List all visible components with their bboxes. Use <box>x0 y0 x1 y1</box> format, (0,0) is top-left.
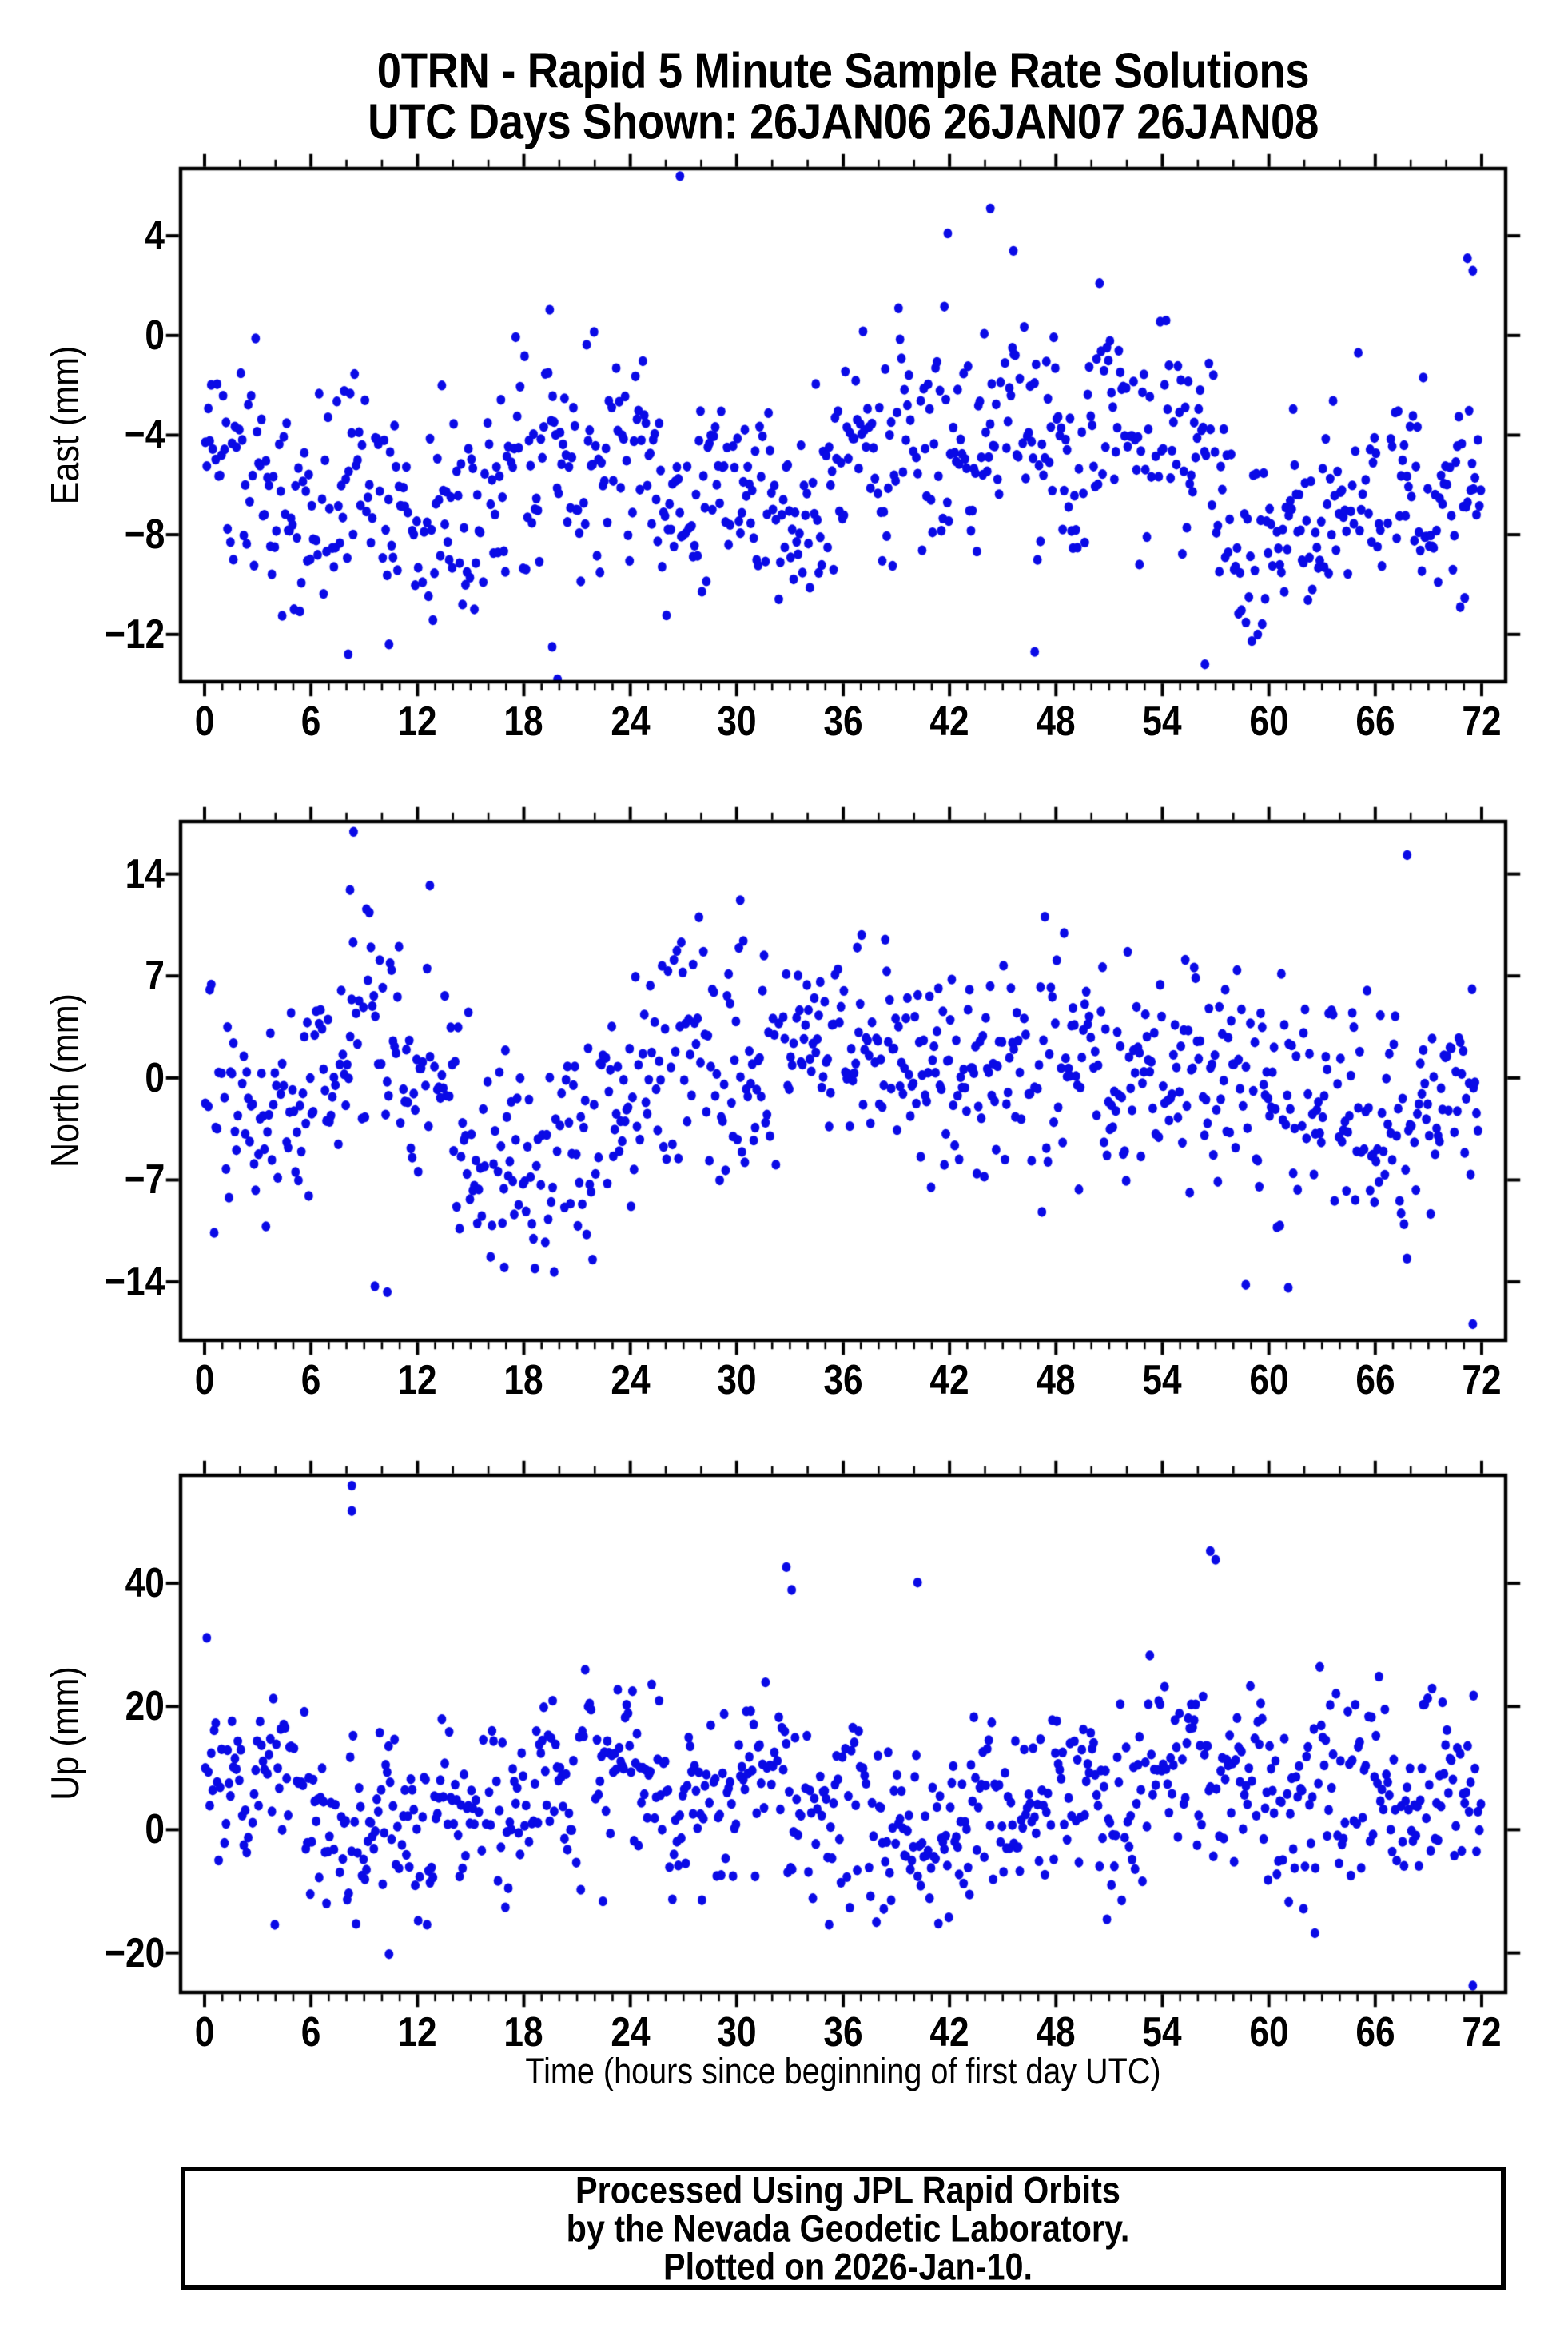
y-tick-label: −7 <box>124 1156 165 1204</box>
x-tick-label: 36 <box>823 2009 863 2055</box>
x-tick-label: 6 <box>300 1357 321 1403</box>
x-tick-label: 48 <box>1036 698 1076 745</box>
x-tick-label: 0 <box>194 1357 215 1403</box>
y-tick-label: −14 <box>105 1259 165 1306</box>
x-tick-label: 42 <box>929 2009 969 2055</box>
x-tick-label: 48 <box>1036 1357 1076 1403</box>
x-tick-label: 12 <box>397 2009 437 2055</box>
x-tick-label: 48 <box>1036 2009 1076 2055</box>
x-tick-label: 54 <box>1142 1357 1183 1403</box>
y-tick-label: −8 <box>124 511 165 559</box>
x-tick-label: 72 <box>1462 1357 1502 1403</box>
y-tick-label: 0 <box>145 1806 165 1853</box>
y-tick-label: −20 <box>105 1929 165 1976</box>
x-tick-label: 66 <box>1355 1357 1395 1403</box>
x-tick-label: 30 <box>717 698 757 745</box>
x-tick-label: 36 <box>823 1357 863 1403</box>
y-tick-label: 40 <box>125 1559 165 1606</box>
x-tick-label: 0 <box>194 2009 215 2055</box>
x-tick-label: 36 <box>823 698 863 745</box>
x-tick-label: 24 <box>611 2009 651 2055</box>
footer-line-2: by the Nevada Geodetic Laboratory. <box>566 2207 1130 2250</box>
x-tick-label: 6 <box>300 2009 321 2055</box>
x-tick-label: 18 <box>503 1357 544 1403</box>
x-tick-label: 60 <box>1249 1357 1289 1403</box>
y-tick-label: −12 <box>105 611 165 658</box>
x-tick-label: 54 <box>1142 698 1183 745</box>
x-tick-label: 18 <box>503 698 544 745</box>
x-tick-label: 72 <box>1462 698 1502 745</box>
y-tick-label: 14 <box>125 850 165 897</box>
y-tick-label: 20 <box>125 1683 165 1730</box>
x-tick-label: 54 <box>1142 2009 1183 2055</box>
y-axis-title-north: North (mm) <box>44 993 87 1168</box>
x-tick-label: 72 <box>1462 2009 1502 2055</box>
x-tick-label: 24 <box>611 1357 651 1403</box>
footer-line-1: Processed Using JPL Rapid Orbits <box>575 2168 1120 2211</box>
x-tick-label: 0 <box>194 698 215 745</box>
y-axis-title-east: East (mm) <box>44 345 87 505</box>
y-tick-label: 0 <box>145 312 165 359</box>
x-tick-label: 42 <box>929 1357 969 1403</box>
chart-title: 0TRN - Rapid 5 Minute Sample Rate Soluti… <box>376 43 1310 99</box>
x-tick-label: 12 <box>397 1357 437 1403</box>
x-tick-label: 30 <box>717 1357 757 1403</box>
chart-subtitle: UTC Days Shown: 26JAN06 26JAN07 26JAN08 <box>368 94 1319 150</box>
footer-box: Processed Using JPL Rapid Orbits by the … <box>181 2167 1506 2290</box>
x-tick-label: 30 <box>717 2009 757 2055</box>
y-tick-label: 4 <box>145 213 165 260</box>
y-axis-title-up: Up (mm) <box>44 1666 87 1801</box>
x-tick-label: 18 <box>503 2009 544 2055</box>
x-tick-label: 12 <box>397 698 437 745</box>
x-tick-label: 60 <box>1249 2009 1289 2055</box>
x-tick-label: 24 <box>611 698 651 745</box>
footer-line-3: Plotted on 2026-Jan-10. <box>663 2245 1033 2288</box>
x-tick-label: 6 <box>300 698 321 745</box>
y-tick-label: −4 <box>124 412 165 459</box>
y-tick-label: 0 <box>145 1054 165 1101</box>
x-tick-label: 66 <box>1355 698 1395 745</box>
x-tick-label: 66 <box>1355 2009 1395 2055</box>
x-tick-label: 60 <box>1249 698 1289 745</box>
x-axis-title: Time (hours since beginning of first day… <box>525 2051 1161 2091</box>
x-tick-label: 42 <box>929 698 969 745</box>
y-tick-label: 7 <box>145 953 165 1000</box>
